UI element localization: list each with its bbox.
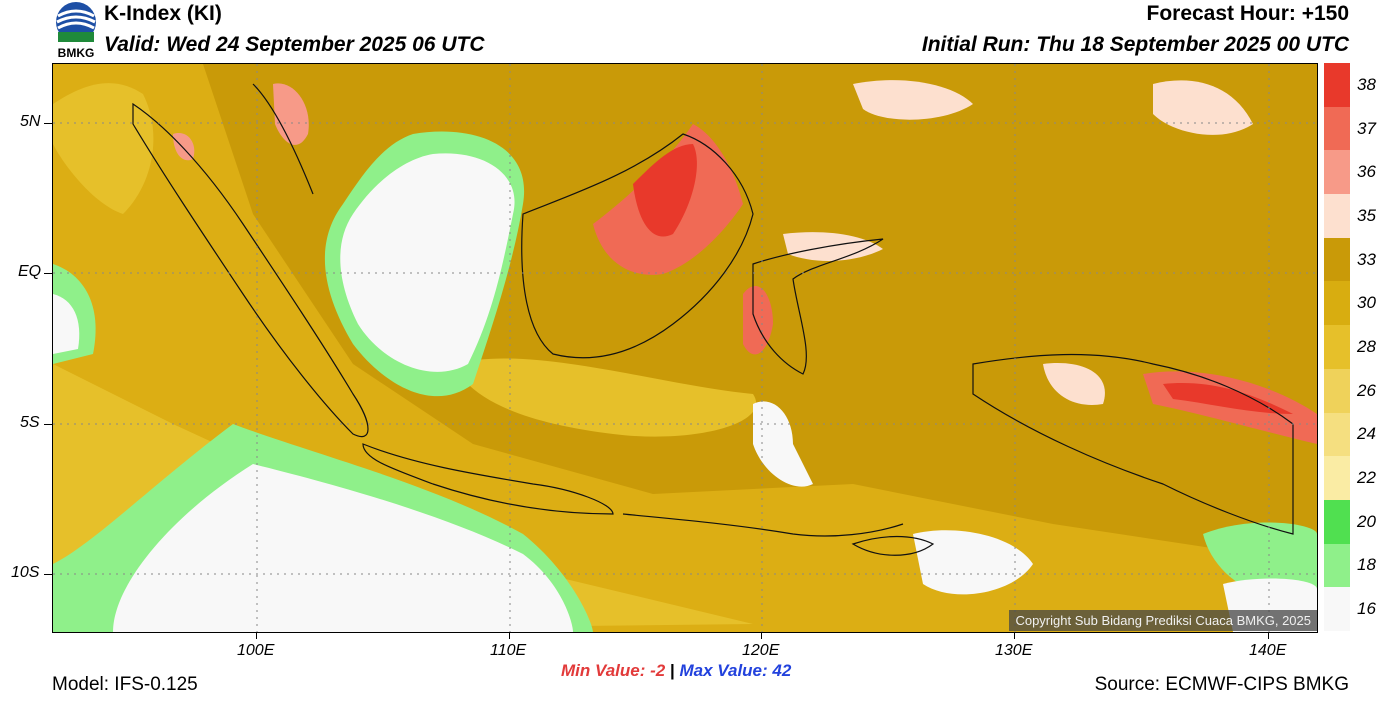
- lat-label-5s: 5S: [20, 414, 40, 431]
- max-value: 42: [772, 661, 792, 680]
- colorbar-label: 28: [1357, 337, 1376, 356]
- colorbar-label: 33: [1357, 249, 1376, 269]
- lat-tick: [44, 273, 52, 274]
- min-value: -2: [650, 661, 666, 680]
- lon-tick: [256, 632, 257, 639]
- colorbar-segment: [1324, 150, 1350, 195]
- colorbar-label: 18: [1357, 555, 1376, 575]
- timor-coast: [851, 535, 935, 556]
- lat-label-10s: 10S: [11, 564, 40, 581]
- colorbar: [1324, 63, 1350, 632]
- colorbar-segment: [1324, 368, 1350, 414]
- data-source: Source: ECMWF-CIPS BMKG: [1094, 674, 1349, 695]
- lat-label-eq: EQ: [18, 263, 42, 280]
- colorbar-label: 20: [1357, 511, 1376, 531]
- java-coast: [362, 443, 614, 515]
- borneo-coast: [521, 133, 754, 359]
- field-35-seram: [1043, 363, 1105, 405]
- colorbar-segment: [1324, 194, 1350, 239]
- map-title: K-Index (KI): [104, 2, 222, 25]
- min-max-values: Min Value: -2 | Max Value: 42: [561, 661, 791, 681]
- field-35-sulawesi-north: [783, 232, 883, 261]
- model-name: Model: IFS-0.125: [52, 674, 198, 695]
- lon-tick: [509, 632, 510, 639]
- lon-label-130e: 130E: [995, 642, 1033, 659]
- initial-run: Initial Run: Thu 18 September 2025 00 UT…: [921, 33, 1349, 56]
- colorbar-segment: [1324, 237, 1350, 282]
- colorbar-segment: [1324, 456, 1350, 501]
- lon-label-100e: 100E: [237, 642, 275, 659]
- copyright-notice: Copyright Sub Bidang Prediksi Cuaca BMKG…: [1009, 610, 1317, 631]
- lon-tick: [1014, 632, 1015, 639]
- field-16-borneo-west: [340, 153, 515, 372]
- colorbar-label: 24: [1357, 424, 1376, 444]
- lat-tick: [44, 123, 52, 124]
- colorbar-label: 16: [1357, 599, 1376, 619]
- colorbar-label: 26: [1357, 380, 1376, 400]
- field-38-papua: [1163, 383, 1293, 414]
- valid-time: Valid: Wed 24 September 2025 06 UTC: [104, 33, 485, 56]
- field-16-banda: [753, 401, 813, 487]
- lon-label-110e: 110E: [490, 642, 527, 659]
- colorbar-segment: [1324, 499, 1350, 545]
- field-38-borneo: [633, 144, 697, 237]
- logo-text: BMKG: [57, 46, 95, 60]
- colorbar-label: 22: [1357, 468, 1376, 488]
- field-16-timor-sea: [913, 530, 1033, 595]
- colorbar-label: 37: [1357, 118, 1376, 138]
- nusa-tenggara-coast: [622, 513, 904, 537]
- lat-label-5n: 5N: [20, 113, 41, 130]
- field-37-sulawesi: [743, 285, 773, 355]
- min-value-label: Min Value:: [561, 661, 646, 680]
- field-28c: [53, 83, 154, 214]
- grid: [53, 64, 1317, 632]
- sumatra-coast: [132, 102, 369, 438]
- max-value-label: Max Value:: [679, 661, 768, 680]
- lat-tick: [44, 424, 52, 425]
- map-canvas: [53, 64, 1317, 632]
- lon-tick: [1268, 632, 1269, 639]
- min-max-separator: |: [669, 661, 675, 680]
- field-16-south: [113, 464, 573, 632]
- forecast-hour: Forecast Hour: +150: [1146, 2, 1350, 25]
- colorbar-label: 36: [1357, 162, 1376, 182]
- malay-peninsula-coast: [252, 83, 314, 195]
- lon-label-140e: 140E: [1249, 642, 1287, 659]
- field-35-pacific: [853, 80, 973, 120]
- colorbar-segment: [1324, 63, 1350, 108]
- k-index-map: Copyright Sub Bidang Prediksi Cuaca BMKG…: [52, 63, 1318, 633]
- colorbar-segment: [1324, 412, 1350, 457]
- colorbar-label: 30: [1357, 293, 1376, 313]
- sulawesi-coast: [752, 238, 884, 375]
- field-28b: [453, 358, 757, 437]
- lon-tick: [761, 632, 762, 639]
- colorbar-segment: [1324, 543, 1350, 588]
- colorbar-segment: [1324, 106, 1350, 151]
- colorbar-segment: [1324, 587, 1350, 632]
- field-16-west: [53, 294, 80, 354]
- field-35-pacific-east: [1153, 80, 1253, 135]
- lon-label-120e: 120E: [742, 642, 780, 659]
- bmkg-logo-icon: [56, 2, 96, 42]
- field-36-malaya: [273, 83, 309, 145]
- colorbar-label: 38: [1357, 74, 1376, 94]
- bmkg-logo: [52, 0, 100, 62]
- colorbar-segment: [1324, 281, 1350, 326]
- colorbar-segment: [1324, 325, 1350, 370]
- lat-tick: [44, 574, 52, 575]
- papua-coast: [972, 353, 1294, 535]
- colorbar-label: 35: [1357, 205, 1376, 225]
- coastlines: [132, 83, 1294, 556]
